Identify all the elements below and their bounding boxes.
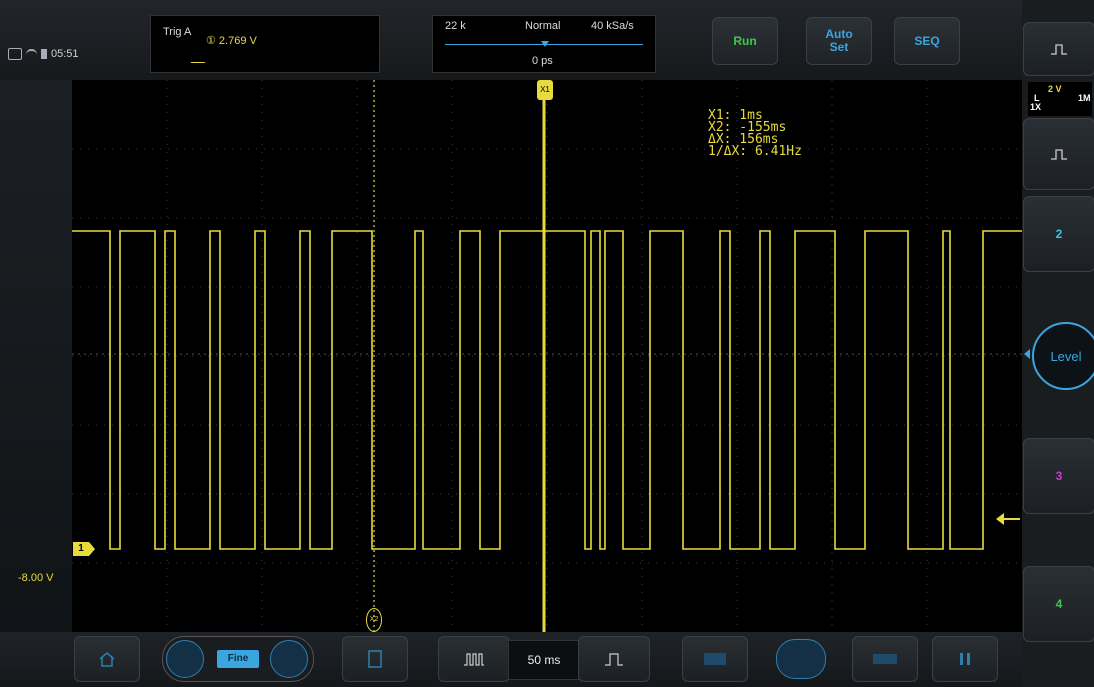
monitor-icon [8, 48, 22, 60]
cursor-x2-label: X2 [369, 616, 379, 623]
fine-toggle[interactable]: Fine [217, 650, 259, 668]
timebase-panel[interactable]: 22 k Normal 40 kSa/s 0 ps [432, 15, 656, 73]
ch1-offset-marker[interactable]: 1 [73, 542, 95, 556]
home-icon [99, 652, 115, 667]
trigger-label: Trig A [163, 26, 192, 38]
ch1-impedance: 1M [1078, 93, 1091, 103]
measure-button[interactable] [776, 639, 826, 679]
waveform-svg [72, 80, 1022, 632]
ch1-info[interactable]: 2 V L 1X 1M [1028, 82, 1092, 116]
save-button[interactable] [342, 636, 408, 682]
pulse-mid-button[interactable] [1023, 118, 1094, 190]
level-label: Level [1050, 348, 1082, 364]
seq-button-label: SEQ [914, 33, 940, 48]
ch1-marker-label: 1 [78, 543, 84, 554]
ch4-button[interactable]: 4 [1023, 566, 1094, 642]
cursor-x2-value: X2: -155ms [708, 120, 787, 135]
pause-icon [960, 653, 970, 665]
cursor-readout: X1: 1ms X2: -155ms ΔX: 156ms 1/ΔX: 6.41H… [708, 108, 802, 159]
home-button[interactable] [74, 636, 140, 682]
run-button[interactable]: Run [712, 17, 778, 65]
dense-pulse-icon [464, 653, 484, 666]
timebase-increase-button[interactable] [578, 636, 650, 682]
seq-button[interactable]: SEQ [894, 17, 960, 65]
ch4-label: 4 [1055, 597, 1063, 611]
level-knob[interactable]: Level [1032, 322, 1094, 390]
waveform-display[interactable] [72, 80, 1022, 632]
ch3-button[interactable]: 3 [1023, 438, 1094, 514]
step-right-button[interactable] [270, 640, 308, 678]
cursor-x2-marker[interactable]: X2 [366, 608, 382, 632]
trigger-level-line [1004, 518, 1020, 520]
level-left-arrow-icon [1024, 349, 1030, 359]
ch2-label: 2 [1055, 227, 1063, 241]
clock: 05:51 [51, 48, 79, 60]
horizontal-position: 0 ps [532, 55, 553, 67]
ch1-probe: 1X [1030, 102, 1042, 112]
ch3-label: 3 [1055, 469, 1063, 483]
cursor-frequency-value: 1/ΔX: 6.41Hz [708, 144, 802, 159]
ch1-offset-label: -8.00 V [18, 572, 54, 584]
timebase-decrease-button[interactable] [438, 636, 510, 682]
status-bar: 05:51 [8, 48, 79, 60]
zoom-button[interactable] [682, 636, 748, 682]
run-button-label: Run [733, 33, 757, 48]
save-icon [368, 650, 382, 668]
timebase-value[interactable]: 50 ms [508, 640, 580, 680]
pause-button[interactable] [932, 636, 998, 682]
pulse-icon [1051, 149, 1067, 160]
autoset-button[interactable]: Auto Set [806, 17, 872, 65]
pulse-icon [1051, 44, 1067, 55]
step-left-button[interactable] [166, 640, 204, 678]
ch1-coupling: L [1034, 93, 1040, 103]
cursor-x1-marker[interactable]: X1 [537, 80, 553, 100]
zoom-icon [704, 653, 726, 665]
cursor-x1-value: X1: 1ms [708, 108, 763, 123]
pulse-icon [605, 653, 623, 666]
ch2-button[interactable]: 2 [1023, 196, 1094, 272]
memory-depth: 22 k [445, 20, 466, 32]
trigger-panel[interactable]: Trig A ① 2.769 V [150, 15, 380, 73]
trigger-level-arrow-icon[interactable] [996, 513, 1004, 525]
sample-rate: 40 kSa/s [591, 20, 634, 32]
trigger-level-value: ① 2.769 V [206, 35, 257, 47]
position-thumb-icon[interactable] [541, 41, 549, 47]
wifi-icon [26, 48, 37, 60]
pulse-top-button[interactable] [1023, 22, 1094, 76]
battery-icon [41, 49, 47, 59]
ch1-trace [72, 230, 1022, 550]
ch1-scale: 2 V [1048, 84, 1062, 94]
cursor-delta-value: ΔX: 156ms [708, 132, 779, 147]
cursor-x1-label: X1 [540, 85, 550, 94]
autoset-button-label: Auto Set [825, 27, 853, 54]
acquire-mode: Normal [525, 20, 561, 32]
rising-edge-icon [190, 52, 214, 63]
math-icon [873, 654, 897, 664]
math-button[interactable] [852, 636, 918, 682]
graticule [72, 80, 1022, 632]
